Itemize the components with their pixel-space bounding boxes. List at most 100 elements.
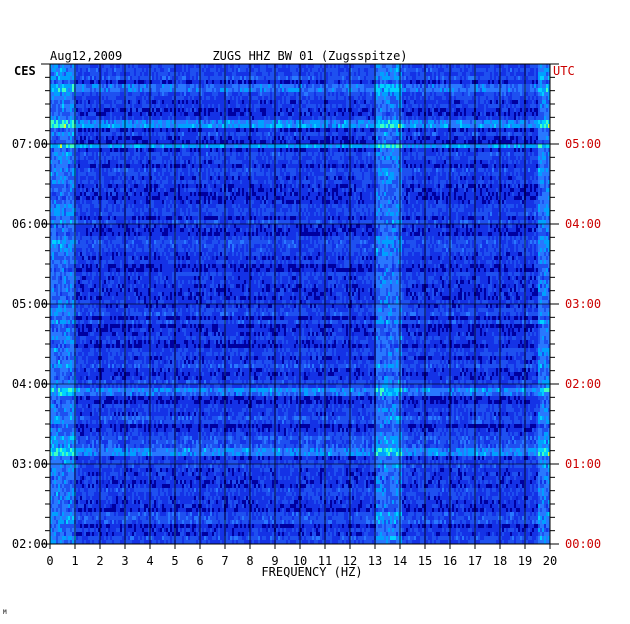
heatmap-cell [232,100,234,104]
heatmap-cell [526,116,528,120]
heatmap-cell [94,152,96,156]
heatmap-cell [152,88,154,92]
heatmap-cell [266,76,268,80]
heatmap-cell [82,92,84,96]
heatmap-cell [534,148,536,152]
heatmap-cell [402,144,404,148]
heatmap-cell [264,88,266,92]
heatmap-cell [154,80,156,84]
heatmap-cell [544,136,546,140]
heatmap-cell [116,96,118,100]
heatmap-cell [392,128,394,132]
heatmap-cell [376,88,378,92]
heatmap-cell [378,116,380,120]
heatmap-cell [288,72,290,76]
heatmap-cell [270,68,272,72]
heatmap-cell [356,148,358,152]
heatmap-cell [490,64,492,68]
heatmap-cell [116,84,118,88]
heatmap-cell [62,144,64,148]
heatmap-cell [214,92,216,96]
heatmap-cell [428,76,430,80]
heatmap-cell [430,76,432,80]
heatmap-cell [292,72,294,76]
heatmap-cell [100,124,102,128]
heatmap-cell [462,116,464,120]
heatmap-cell [406,80,408,84]
heatmap-cell [220,72,222,76]
heatmap-cell [302,80,304,84]
heatmap-cell [326,144,328,148]
heatmap-cell [504,144,506,148]
heatmap-cell [184,88,186,92]
heatmap-cell [400,128,402,132]
heatmap-cell [128,116,130,120]
heatmap-cell [478,96,480,100]
heatmap-cell [366,72,368,76]
heatmap-cell [464,104,466,108]
heatmap-cell [538,68,540,72]
heatmap-cell [288,124,290,128]
heatmap-cell [394,136,396,140]
heatmap-cell [90,96,92,100]
heatmap-cell [156,148,158,152]
heatmap-cell [176,104,178,108]
heatmap-cell [496,120,498,124]
heatmap-cell [256,92,258,96]
heatmap-cell [212,88,214,92]
heatmap-cell [154,116,156,120]
heatmap-cell [476,64,478,68]
heatmap-cell [422,96,424,100]
heatmap-cell [436,132,438,136]
heatmap-cell [290,116,292,120]
heatmap-cell [272,92,274,96]
heatmap-cell [280,72,282,76]
heatmap-cell [456,140,458,144]
heatmap-cell [462,112,464,116]
heatmap-cell [364,68,366,72]
heatmap-cell [208,128,210,132]
heatmap-cell [392,140,394,144]
heatmap-cell [326,72,328,76]
heatmap-cell [312,136,314,140]
heatmap-cell [356,64,358,68]
heatmap-cell [160,88,162,92]
heatmap-cell [314,116,316,120]
heatmap-cell [258,112,260,116]
heatmap-cell [226,128,228,132]
heatmap-cell [548,64,550,68]
heatmap-cell [166,120,168,124]
heatmap-cell [334,76,336,80]
heatmap-cell [258,104,260,108]
heatmap-cell [162,64,164,68]
heatmap-cell [212,96,214,100]
heatmap-cell [116,120,118,124]
heatmap-cell [328,76,330,80]
heatmap-cell [410,128,412,132]
heatmap-cell [480,112,482,116]
heatmap-cell [476,92,478,96]
heatmap-cell [376,68,378,72]
heatmap-cell [64,108,66,112]
heatmap-cell [266,72,268,76]
heatmap-cell [444,132,446,136]
heatmap-cell [408,148,410,152]
heatmap-cell [140,132,142,136]
heatmap-cell [230,132,232,136]
heatmap-cell [472,116,474,120]
heatmap-cell [118,140,120,144]
heatmap-cell [484,76,486,80]
heatmap-cell [98,96,100,100]
heatmap-cell [528,104,530,108]
heatmap-cell [96,80,98,84]
heatmap-cell [412,72,414,76]
heatmap-cell [366,96,368,100]
heatmap-cell [318,96,320,100]
heatmap-cell [76,72,78,76]
heatmap-cell [216,92,218,96]
heatmap-cell [280,120,282,124]
heatmap-cell [388,100,390,104]
heatmap-cell [510,88,512,92]
heatmap-cell [292,136,294,140]
heatmap-cell [372,124,374,128]
